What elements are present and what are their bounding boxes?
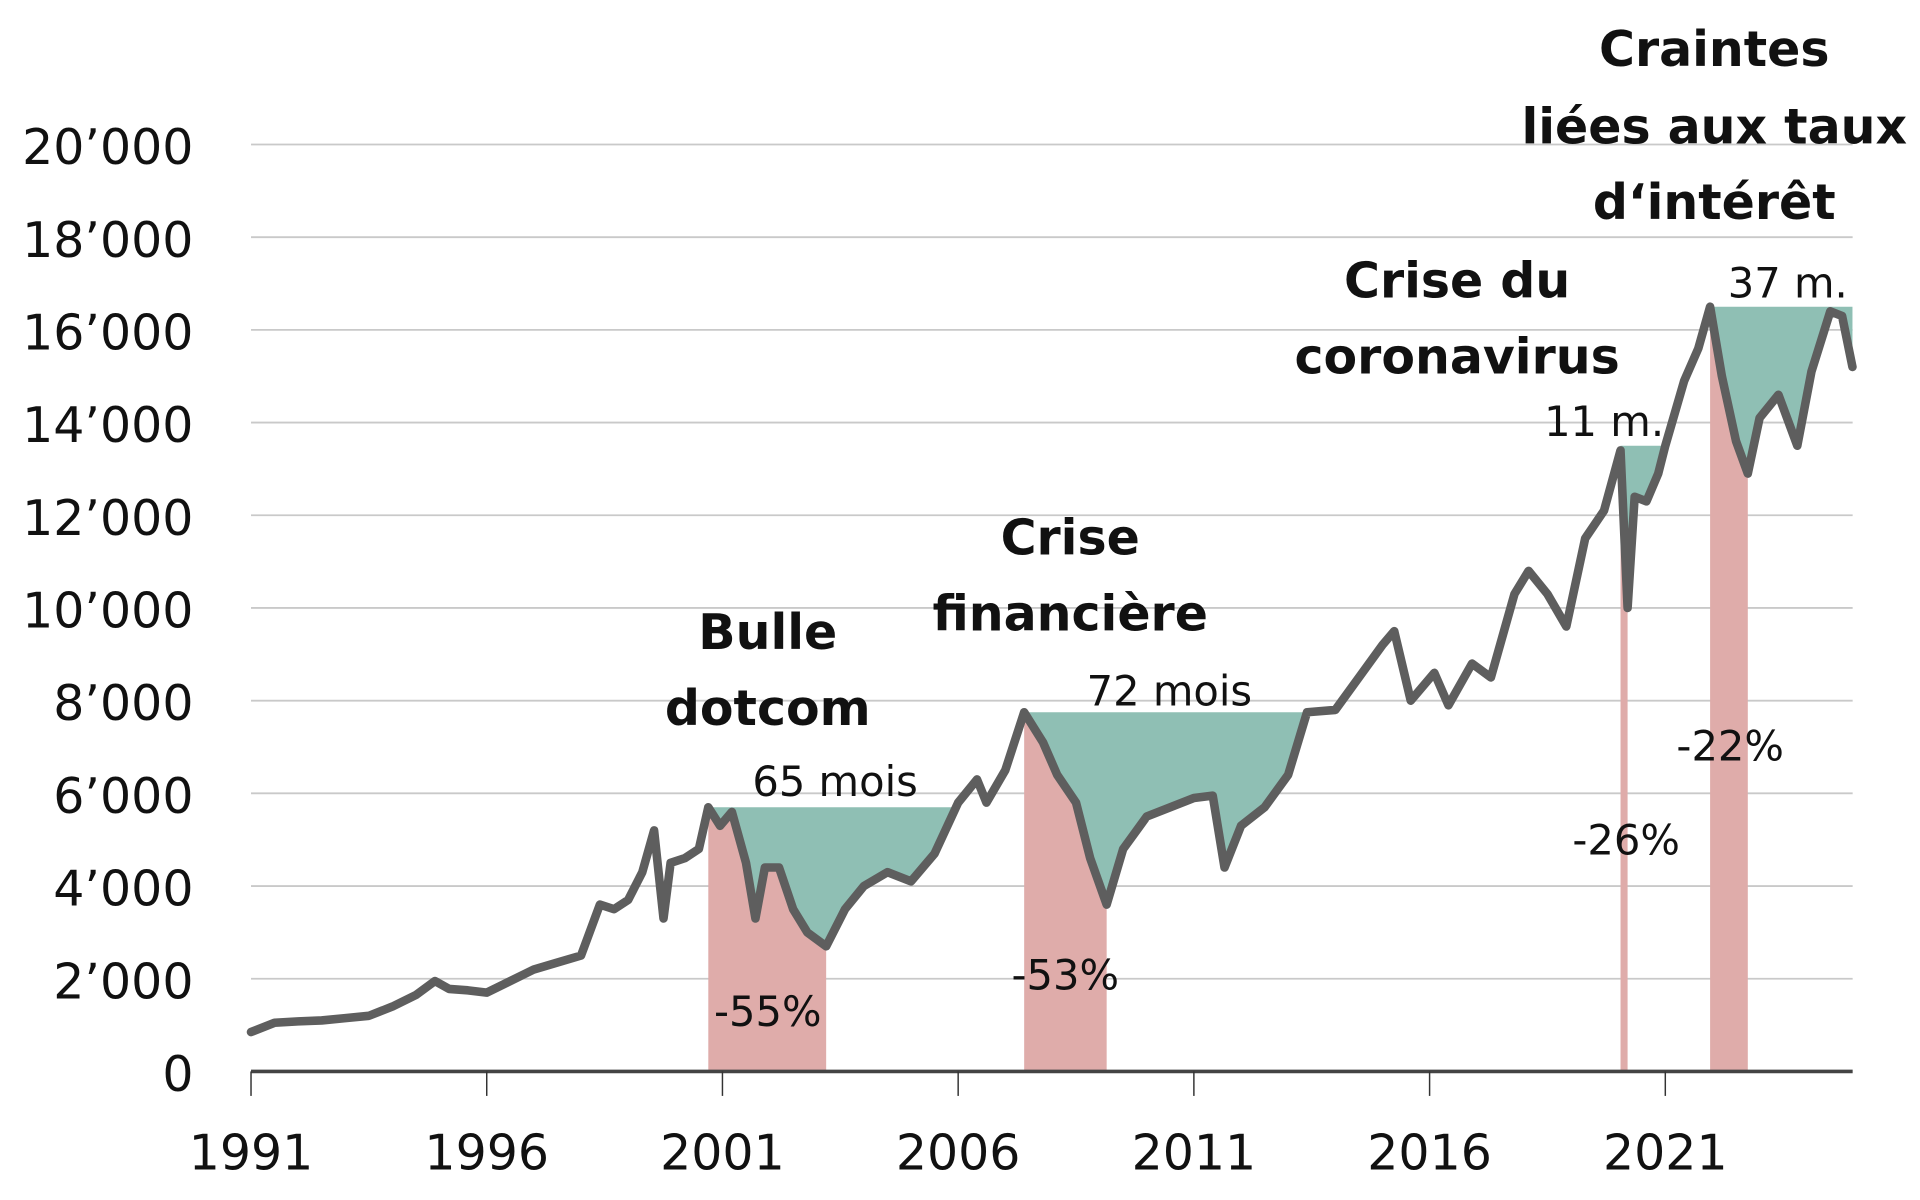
y-tick-label: 14’000 xyxy=(22,397,193,454)
y-tick-label: 12’000 xyxy=(22,490,193,547)
annotations: -55% 65 mois Bulle dotcom -53% 72 mois Crise fi… xyxy=(665,21,1907,1036)
y-tick-label: 8’000 xyxy=(53,675,193,732)
recovery-area xyxy=(708,807,959,947)
x-tick-label: 1996 xyxy=(424,1124,549,1181)
crisis-title: financière xyxy=(932,586,1207,643)
y-tick-label: 2’000 xyxy=(53,953,193,1010)
crisis-title: liées aux taux xyxy=(1521,98,1907,155)
crisis-title: Crise xyxy=(1001,510,1140,567)
crisis-title: coronavirus xyxy=(1295,328,1620,385)
x-tick-label: 2006 xyxy=(896,1124,1021,1181)
y-tick-label: 20’000 xyxy=(22,119,193,176)
drop-label: -26% xyxy=(1572,816,1680,865)
drop-label: -22% xyxy=(1676,721,1784,770)
crisis-title: Bulle xyxy=(698,604,837,661)
y-tick-label: 4’000 xyxy=(53,861,193,918)
x-tick-label: 2021 xyxy=(1603,1124,1728,1181)
duration-label: 65 mois xyxy=(752,757,917,806)
recovery-area xyxy=(1620,445,1666,608)
y-tick-label: 0 xyxy=(162,1046,193,1103)
duration-label: 11 m. xyxy=(1544,397,1664,446)
axes: 0 2’000 4’000 6’000 8’000 10’000 12’000 14’000 1… xyxy=(22,119,1853,1181)
drop-label: -53% xyxy=(1012,950,1120,999)
x-tick-label: 2016 xyxy=(1367,1124,1492,1181)
drawdown-areas xyxy=(708,306,1853,1072)
drop-area xyxy=(708,807,827,1072)
series-lines xyxy=(246,302,1857,1037)
gridlines xyxy=(251,143,1853,980)
y-tick-label: 16’000 xyxy=(22,304,193,361)
crisis-title: d‘intérêt xyxy=(1593,174,1836,231)
drop-area xyxy=(1024,712,1107,1072)
drop-area xyxy=(1710,306,1748,1072)
x-tick-label: 2011 xyxy=(1132,1124,1257,1181)
x-tick-label: 1991 xyxy=(189,1124,314,1181)
x-tick-label: 2001 xyxy=(660,1124,785,1181)
series-line xyxy=(246,302,1857,1037)
crisis-title: Crise du xyxy=(1344,253,1570,310)
y-tick-label: 6’000 xyxy=(53,768,193,825)
duration-label: 72 mois xyxy=(1087,666,1252,715)
duration-label: 37 m. xyxy=(1728,259,1848,308)
y-tick-label: 18’000 xyxy=(22,212,193,269)
drop-label: -55% xyxy=(714,987,822,1036)
crisis-title: dotcom xyxy=(665,680,871,737)
crisis-title: Craintes xyxy=(1599,21,1830,78)
y-tick-label: 10’000 xyxy=(22,583,193,640)
